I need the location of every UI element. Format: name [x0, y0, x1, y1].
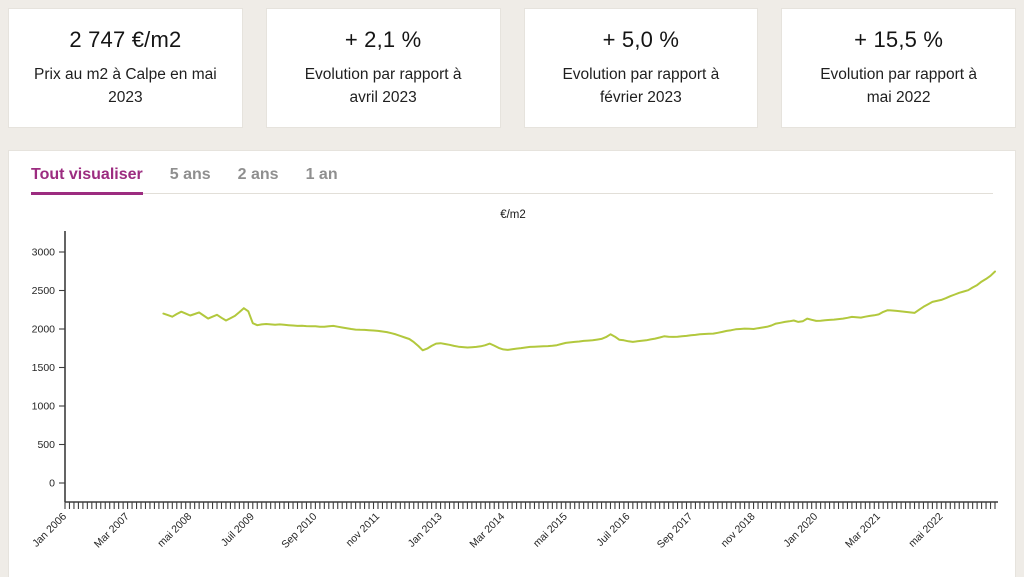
- y-tick-label: 3000: [32, 247, 56, 259]
- x-tick-label: mai 2015: [531, 511, 570, 550]
- stat-card-evolution-quarter: + 5,0 % Evolution par rapport à février …: [523, 8, 759, 128]
- stat-label-price: Prix au m2 à Calpe en mai 2023: [34, 66, 217, 106]
- y-tick-label: 0: [49, 478, 55, 490]
- x-tick-label: Juil 2016: [594, 511, 632, 549]
- x-tick-label: Jan 2020: [781, 511, 820, 550]
- y-tick-label: 2000: [32, 324, 56, 336]
- tab-1-an[interactable]: 1 an: [305, 166, 338, 183]
- x-tick-label: Mar 2021: [843, 511, 883, 551]
- x-tick-label: Mar 2014: [467, 511, 507, 551]
- stat-card-price: 2 747 €/m2 Prix au m2 à Calpe en mai 202…: [8, 8, 243, 128]
- x-tick-label: Sep 2017: [655, 511, 695, 551]
- price-line: [162, 270, 996, 352]
- y-tick-label: 2500: [32, 285, 56, 297]
- x-tick-label: Juil 2009: [219, 511, 257, 549]
- x-tick-label: Sep 2010: [279, 511, 319, 551]
- x-tick-label: mai 2022: [906, 511, 945, 550]
- y-tick-label: 1000: [32, 401, 56, 413]
- stat-label-evolution-quarter: Evolution par rapport à février 2023: [562, 66, 720, 106]
- tab-5-ans[interactable]: 5 ans: [169, 166, 211, 183]
- x-tick-label: Mar 2007: [92, 511, 132, 551]
- tab-2-ans[interactable]: 2 ans: [237, 166, 279, 183]
- stats-row: 2 747 €/m2 Prix au m2 à Calpe en mai 202…: [8, 8, 1016, 128]
- price-history-chart: €/m2 0 500 1000 1500 2000 2500 3000 Jan 2006 Mar …: [30, 209, 998, 551]
- x-tick-label: Jan 2013: [406, 511, 445, 550]
- stat-value-evolution-quarter: + 5,0 %: [602, 27, 680, 53]
- chart-title: €/m2: [500, 209, 526, 221]
- y-tick-label: 500: [37, 439, 55, 451]
- tab-tout-visualiser[interactable]: Tout visualiser: [31, 166, 143, 195]
- period-tabs: Tout visualiser 5 ans 2 ans 1 an: [31, 166, 993, 195]
- stat-value-price: 2 747 €/m2: [69, 27, 182, 53]
- x-tick-label: Jan 2006: [30, 511, 69, 550]
- stat-card-evolution-month: + 2,1 % Evolution par rapport à avril 20…: [265, 8, 501, 128]
- stat-value-evolution-year: + 15,5 %: [854, 27, 944, 53]
- x-tick-label: nov 2018: [719, 511, 758, 550]
- stat-label-evolution-month: Evolution par rapport à avril 2023: [304, 66, 462, 106]
- x-tick-label: mai 2008: [155, 511, 194, 550]
- x-tick-label: nov 2011: [344, 511, 383, 550]
- y-tick-label: 1500: [32, 362, 56, 374]
- stat-card-evolution-year: + 15,5 % Evolution par rapport à mai 202…: [781, 8, 1016, 128]
- stat-label-evolution-year: Evolution par rapport à mai 2022: [820, 66, 978, 106]
- chart-panel: Tout visualiser 5 ans 2 ans 1 an €/m2 0 50…: [8, 150, 1016, 577]
- stat-value-evolution-month: + 2,1 %: [344, 27, 422, 53]
